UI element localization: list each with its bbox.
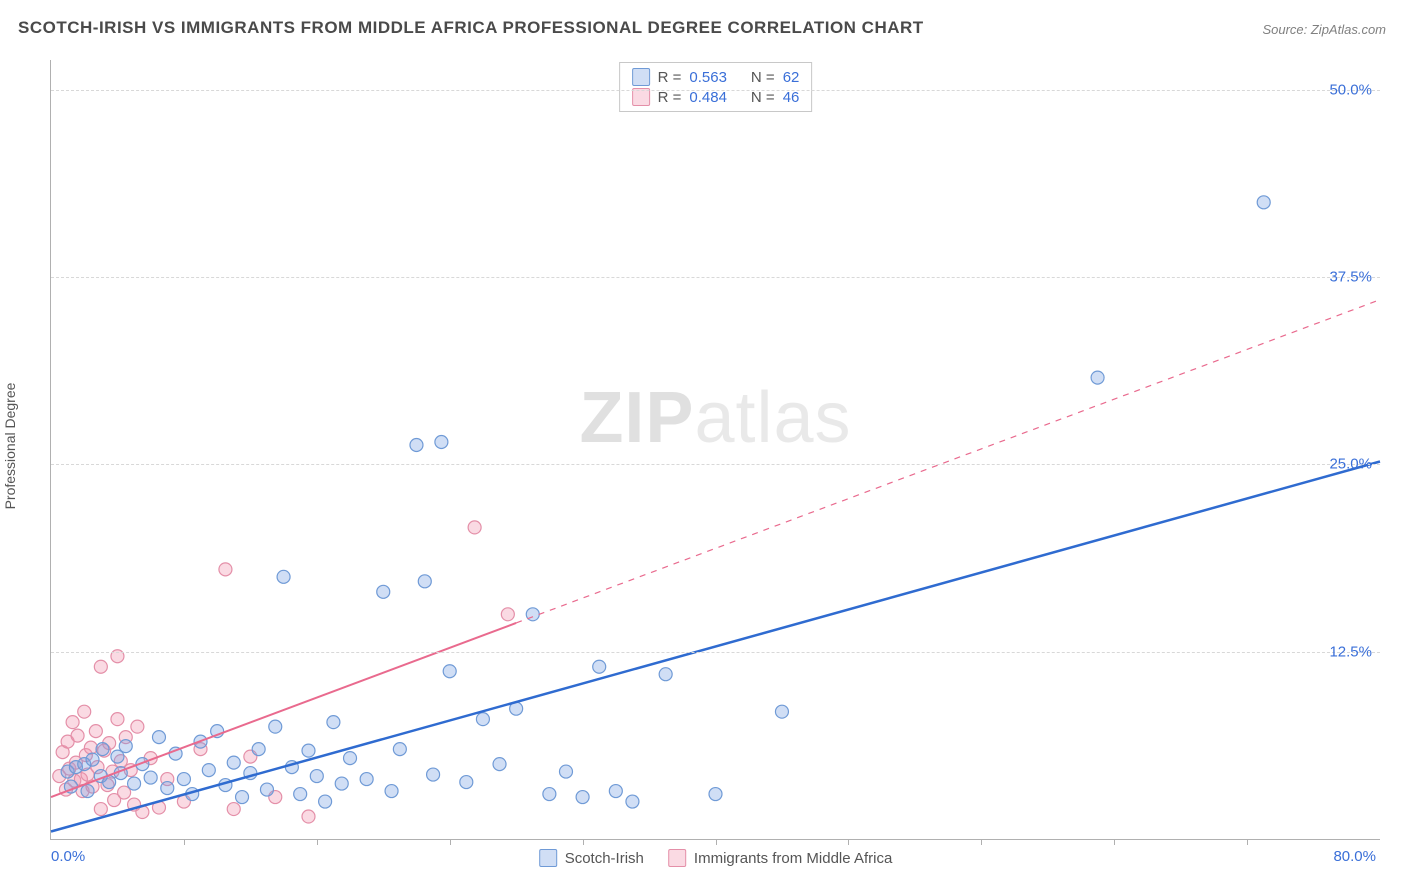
x-tick-label: 0.0%: [51, 848, 85, 865]
x-tick-label: 80.0%: [1333, 848, 1376, 865]
legend-swatch-1: [539, 849, 557, 867]
legend-item-2: Immigrants from Middle Africa: [668, 849, 892, 867]
legend-item-1: Scotch-Irish: [539, 849, 644, 867]
chart-svg: [51, 60, 1380, 839]
y-tick-label: 12.5%: [1329, 643, 1372, 660]
chart-container: SCOTCH-IRISH VS IMMIGRANTS FROM MIDDLE A…: [0, 0, 1406, 892]
legend-swatch-2: [668, 849, 686, 867]
y-tick-label: 50.0%: [1329, 81, 1372, 98]
y-tick-label: 37.5%: [1329, 269, 1372, 286]
plot-area: ZIPatlas R = 0.563 N = 62 R = 0.484 N = …: [50, 60, 1380, 840]
source-attribution: Source: ZipAtlas.com: [1262, 22, 1386, 37]
legend-label-2: Immigrants from Middle Africa: [694, 850, 892, 867]
y-axis-label: Professional Degree: [2, 383, 18, 510]
chart-title: SCOTCH-IRISH VS IMMIGRANTS FROM MIDDLE A…: [18, 18, 924, 38]
y-tick-label: 25.0%: [1329, 456, 1372, 473]
legend-label-1: Scotch-Irish: [565, 850, 644, 867]
bottom-legend: Scotch-Irish Immigrants from Middle Afri…: [539, 849, 893, 867]
